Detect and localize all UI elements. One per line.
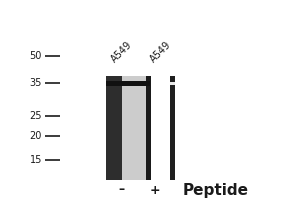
Text: +: +	[149, 184, 160, 196]
Text: 50: 50	[30, 51, 42, 61]
Text: –: –	[118, 184, 124, 196]
Text: 20: 20	[30, 131, 42, 141]
Text: A549: A549	[109, 39, 134, 64]
Bar	[106, 76, 122, 180]
Text: Peptide: Peptide	[183, 182, 249, 198]
Bar	[146, 76, 151, 180]
Text: 15: 15	[30, 155, 42, 165]
Text: 25: 25	[29, 111, 42, 121]
Bar	[170, 82, 175, 85]
Text: 35: 35	[30, 78, 42, 88]
Bar	[170, 76, 175, 180]
Text: A549: A549	[148, 39, 173, 64]
Bar	[122, 76, 146, 180]
Bar	[106, 80, 150, 86]
